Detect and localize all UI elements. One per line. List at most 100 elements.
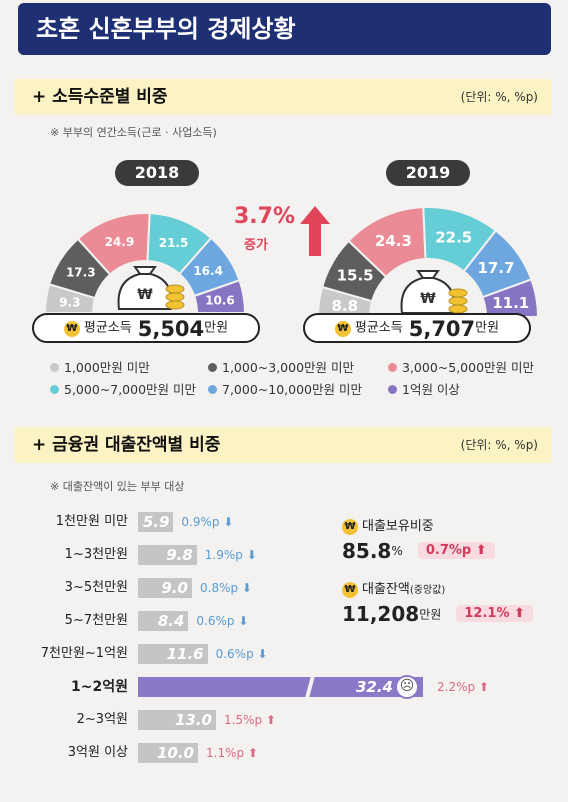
bar-value-label: 11.6 bbox=[166, 645, 204, 663]
loan-balance-label: 대출잔액 bbox=[362, 582, 410, 597]
income-increase-callout: 3.7% 증가 bbox=[230, 204, 330, 264]
bar-category-label: 1~2억원 bbox=[71, 679, 128, 695]
donut-slice-label: 11.1 bbox=[492, 294, 529, 312]
avg-income-value: 5,707 bbox=[408, 316, 476, 341]
bar-change-label: 1.5%p ⬆ bbox=[224, 710, 276, 730]
loan-holding-value: 85.8 bbox=[342, 538, 392, 563]
bar-change-value: 0.8%p bbox=[200, 581, 239, 595]
increase-percent: 3.7% bbox=[234, 204, 296, 229]
bar-change-value: 0.6%p bbox=[215, 647, 254, 661]
bar-category-label: 7천만원~1억원 bbox=[40, 646, 128, 661]
loan-balance-unit: 만원 bbox=[419, 607, 442, 621]
avg-income-2018: ₩ 평균소득 5,504만원 bbox=[32, 313, 260, 343]
bar-change-label: 0.9%p ⬇ bbox=[181, 512, 233, 532]
bar-value-label: 9.8 bbox=[166, 546, 193, 564]
down-arrow-icon: ⬇ bbox=[238, 581, 252, 595]
bar-change-label: 0.6%p ⬇ bbox=[196, 611, 248, 631]
loan-holding-change: 0.7%p ⬆ bbox=[417, 542, 495, 559]
page-title: 초혼 신혼부부의 경제상황 bbox=[18, 3, 551, 55]
legend-swatch bbox=[388, 385, 397, 394]
loan-balance-sublabel: (중앙값) bbox=[409, 585, 446, 596]
loan-bar: 10.0 bbox=[138, 743, 198, 763]
donut-slice-label: 9.3 bbox=[59, 295, 80, 309]
svg-text:₩: ₩ bbox=[137, 287, 153, 303]
legend-swatch bbox=[388, 363, 397, 372]
loan-holding-label: 대출보유비중 bbox=[362, 519, 434, 534]
legend-label: 3,000~5,000만원 미만 bbox=[402, 360, 535, 375]
loan-balance-change-value: 12.1% bbox=[464, 606, 510, 621]
bar-category-label: 3~5천만원 bbox=[64, 580, 128, 595]
up-arrow-icon: ⬆ bbox=[475, 680, 489, 694]
loan-bar: 32.4 bbox=[138, 677, 423, 697]
income-donut-2019: 8.8 15.524.3 22.5 17.7 11.1 ₩ bbox=[316, 206, 540, 318]
donut-slice-label: 15.5 bbox=[337, 267, 374, 285]
donut-slice-label: 16.4 bbox=[193, 264, 223, 278]
income-section-unit: (단위: %, %p) bbox=[460, 90, 538, 104]
donut-slice-label: 22.5 bbox=[435, 228, 472, 246]
svg-text:₩: ₩ bbox=[420, 291, 436, 307]
legend-swatch bbox=[50, 363, 59, 372]
legend-swatch bbox=[208, 385, 217, 394]
legend-label: 1,000~3,000만원 미만 bbox=[222, 360, 355, 375]
avg-income-unit: 만원 bbox=[475, 320, 500, 336]
loan-note: ※ 대출잔액이 있는 부부 대상 bbox=[50, 480, 185, 493]
income-note: ※ 부부의 연간소득(근로 · 사업소득) bbox=[50, 126, 217, 139]
bar-change-label: 1.9%p ⬇ bbox=[205, 545, 257, 565]
loan-bar: 9.0 bbox=[138, 578, 192, 598]
worried-face-icon: ☹ bbox=[395, 675, 419, 699]
bar-category-label: 2~3억원 bbox=[76, 712, 128, 727]
legend-item: 7,000~10,000만원 미만 bbox=[208, 379, 362, 398]
donut-slice-label: 10.6 bbox=[205, 294, 235, 308]
donut-slice-label: 24.9 bbox=[105, 235, 135, 249]
bar-change-value: 2.2%p bbox=[437, 680, 476, 694]
loan-bar: 13.0 bbox=[138, 710, 216, 730]
loan-section-title: + 금융권 대출잔액별 비중 bbox=[32, 435, 221, 455]
bar-change-label: 0.6%p ⬇ bbox=[216, 644, 268, 664]
won-coin-icon: ₩ bbox=[334, 320, 351, 337]
legend-label: 1,000만원 미만 bbox=[64, 360, 150, 375]
income-section-header: + 소득수준별 비중 (단위: %, %p) bbox=[14, 79, 552, 115]
bar-change-label: 1.1%p ⬆ bbox=[206, 743, 258, 763]
up-arrow-icon: ⬆ bbox=[514, 606, 525, 621]
legend-label: 1억원 이상 bbox=[402, 382, 460, 397]
legend-swatch bbox=[50, 385, 59, 394]
money-bag-icon: ₩ bbox=[117, 266, 185, 310]
won-coin-icon: ₩ bbox=[342, 518, 358, 535]
loan-bar: 5.9 bbox=[138, 512, 174, 532]
bar-category-label: 3억원 이상 bbox=[67, 745, 128, 760]
down-arrow-icon: ⬇ bbox=[242, 548, 257, 562]
donut-slice-label: 17.3 bbox=[66, 266, 96, 280]
bar-category-label: 1~3천만원 bbox=[64, 547, 128, 562]
bar-value-label: 9.0 bbox=[161, 579, 188, 597]
donut-slice-label: 8.8 bbox=[332, 297, 359, 315]
bar-value-label: 13.0 bbox=[174, 711, 212, 729]
year-2018-label: 2018 bbox=[115, 160, 199, 186]
income-section-title: + 소득수준별 비중 bbox=[32, 87, 168, 107]
legend-item: 3,000~5,000만원 미만 bbox=[388, 357, 534, 376]
avg-income-label: 평균소득 bbox=[354, 320, 403, 336]
avg-income-label: 평균소득 bbox=[83, 320, 132, 336]
won-coin-icon: ₩ bbox=[342, 581, 358, 598]
loan-bar: 11.6 bbox=[138, 644, 208, 664]
legend-swatch bbox=[208, 363, 217, 372]
down-arrow-icon: ⬇ bbox=[234, 614, 249, 628]
avg-income-2019: ₩ 평균소득 5,707만원 bbox=[303, 313, 531, 343]
income-donut-2018: 9.3 17.3 24.9 21.5 16.4 10.6 ₩ bbox=[45, 212, 245, 314]
loan-holding-change-value: 0.7%p bbox=[425, 543, 472, 558]
bar-change-label: 0.8%p ⬇ bbox=[200, 578, 252, 598]
legend-item: 1,000~3,000만원 미만 bbox=[208, 357, 354, 376]
bar-category-label: 1천만원 미만 bbox=[55, 514, 128, 529]
loan-bar: 9.8 bbox=[138, 545, 197, 565]
bar-value-label: 32.4 bbox=[355, 678, 393, 696]
legend-item: 1억원 이상 bbox=[388, 379, 460, 398]
loan-section-header: + 금융권 대출잔액별 비중 (단위: %, %p) bbox=[14, 427, 552, 463]
donut-slice-label: 17.7 bbox=[477, 259, 514, 277]
loan-balance-stat: ₩ 대출잔액(중앙값) 11,208만원 12.1% ⬆ bbox=[342, 578, 533, 626]
bar-value-label: 8.4 bbox=[157, 612, 185, 630]
loan-balance-value: 11,208 bbox=[342, 601, 420, 626]
donut-slice-label: 21.5 bbox=[159, 236, 189, 250]
loan-balance-change: 12.1% ⬆ bbox=[456, 605, 533, 622]
bar-change-value: 1.9%p bbox=[204, 548, 243, 562]
legend-item: 5,000~7,000만원 미만 bbox=[50, 379, 196, 398]
